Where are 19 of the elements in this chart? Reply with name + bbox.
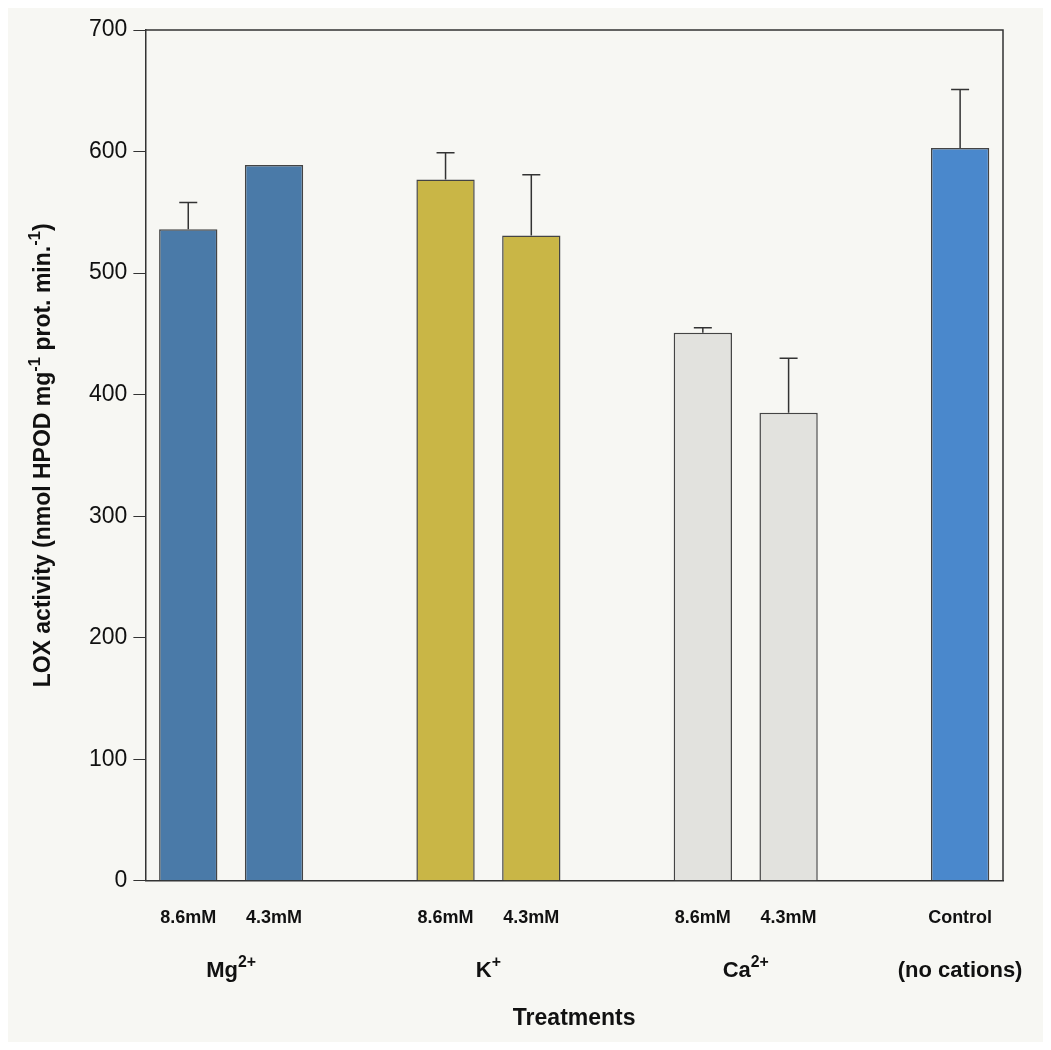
x-tick-label: 4.3mM xyxy=(760,906,817,927)
y-axis-title: LOX activity (nmol HPOD mg-1 prot. min.-1) xyxy=(24,223,55,688)
y-tick-label: 700 xyxy=(89,15,128,42)
y-tick-label: 0 xyxy=(114,866,128,893)
y-tick-label: 500 xyxy=(89,258,128,285)
x-tick-label: 8.6mM xyxy=(417,906,474,927)
y-tick-label: 400 xyxy=(89,379,128,406)
y-tick-label: 600 xyxy=(89,136,128,163)
x-tick-label: 4.3mM xyxy=(246,906,303,927)
x-tick-label: 8.6mM xyxy=(160,906,217,927)
x-tick-label: 4.3mM xyxy=(503,906,560,927)
x-axis-title: Treatments xyxy=(512,1003,636,1030)
x-tick-label: 8.6mM xyxy=(674,906,731,927)
y-tick-label: 200 xyxy=(89,623,128,650)
x-tick-label: Control xyxy=(928,906,993,927)
text: K+ xyxy=(475,952,501,982)
text: (no cations) xyxy=(897,956,1023,982)
y-tick-label: 300 xyxy=(89,501,128,528)
y-tick-label: 100 xyxy=(89,744,128,771)
